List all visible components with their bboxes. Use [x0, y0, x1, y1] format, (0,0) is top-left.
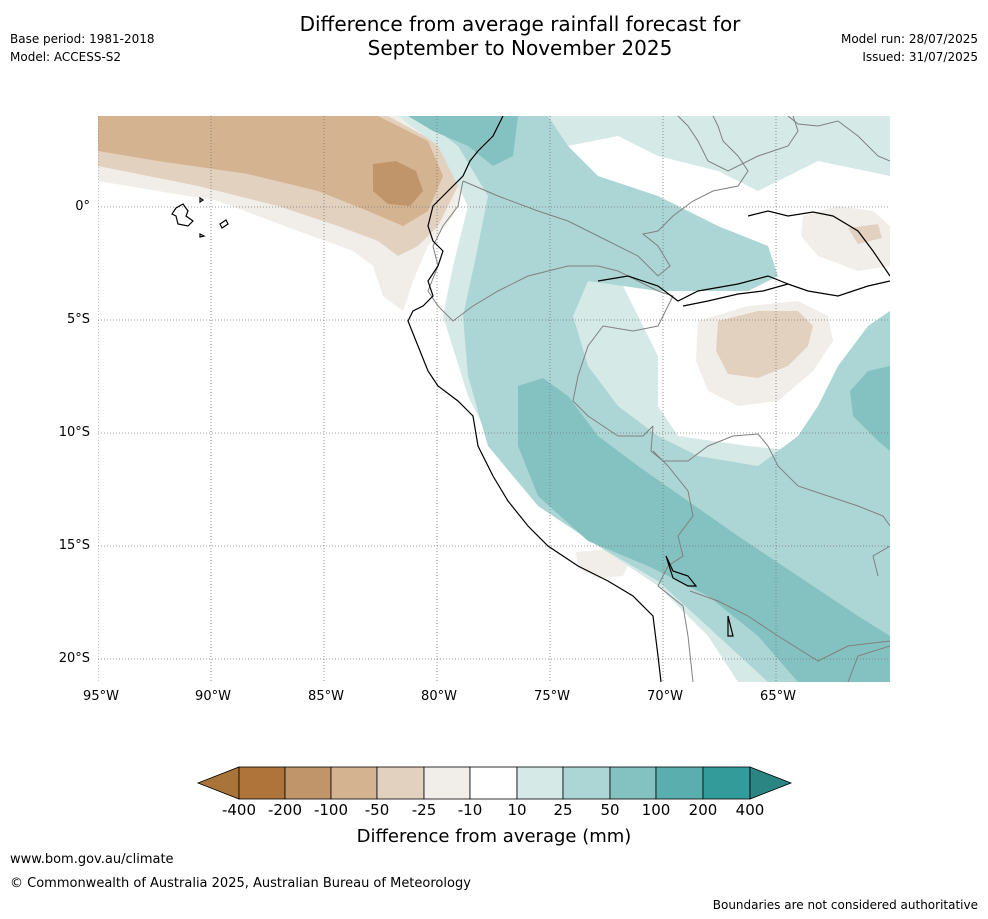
dry-northeast-light: [801, 206, 890, 271]
legend-label-100: 100: [641, 801, 671, 819]
legend-swatch-4: [376, 766, 425, 800]
legend-title: Difference from average (mm): [356, 826, 632, 847]
legend-label-m25: -25: [411, 801, 437, 819]
map-canvas: [98, 116, 890, 682]
legend-label-m200: -200: [267, 801, 303, 819]
lon-label-70w: 70°W: [647, 689, 683, 704]
legend-swatch-8: [562, 766, 611, 800]
rainfall-map: [98, 116, 890, 682]
legend-svg: [196, 766, 793, 800]
footer-copyright: © Commonwealth of Australia 2025, Austra…: [10, 876, 471, 891]
lat-label-10s: 10°S: [58, 425, 90, 440]
legend-label-m10: -10: [457, 801, 483, 819]
lat-label-20s: 20°S: [58, 651, 90, 666]
lon-label-80w: 80°W: [421, 689, 457, 704]
legend-label-m100: -100: [313, 801, 349, 819]
lat-label-5s: 5°S: [66, 312, 90, 327]
lon-label-90w: 90°W: [195, 689, 231, 704]
legend-label-10: 10: [507, 801, 527, 819]
lat-label-15s: 15°S: [58, 538, 90, 553]
legend-swatch-9: [609, 766, 657, 800]
footer-url[interactable]: www.bom.gov.au/climate: [10, 852, 174, 867]
legend-label-400: 400: [735, 801, 765, 819]
metadata-right: Model run: 28/07/2025 Issued: 31/07/2025: [841, 30, 978, 66]
legend-swatch-11: [702, 766, 751, 800]
legend-swatch-6: [469, 766, 518, 800]
title-line-2: September to November 2025: [367, 36, 673, 60]
dry-band-50: [98, 116, 443, 226]
legend-colorbar: [196, 766, 794, 816]
lon-label-65w: 65°W: [760, 689, 796, 704]
legend-label-200: 200: [688, 801, 718, 819]
wet-band-50-north: [408, 116, 518, 166]
wet-band-50: [518, 378, 890, 682]
dry-core-100: [373, 161, 423, 206]
footer-disclaimer: Boundaries are not considered authoritat…: [712, 898, 978, 912]
lat-label-0: 0°: [75, 199, 90, 214]
legend-swatch-5: [423, 766, 471, 800]
lon-label-75w: 75°W: [534, 689, 570, 704]
dry-amazon-25: [716, 311, 813, 378]
lon-label-95w: 95°W: [83, 689, 119, 704]
graticule: [98, 116, 890, 682]
wet-band-50-east: [850, 366, 890, 451]
legend-arrow-right: [749, 766, 793, 800]
legend-label-m400: -400: [221, 801, 257, 819]
legend-swatch-2: [284, 766, 332, 800]
legend-swatch-1: [238, 766, 286, 800]
metadata-left: Base period: 1981-2018 Model: ACCESS-S2: [10, 30, 155, 66]
map-title: Difference from average rainfall forecas…: [220, 12, 820, 60]
lon-label-85w: 85°W: [308, 689, 344, 704]
legend-swatch-3: [330, 766, 378, 800]
coastlines: [407, 116, 890, 682]
model-text: Model: ACCESS-S2: [10, 50, 122, 64]
legend-arrow-left: [196, 766, 240, 800]
base-period-text: Base period: 1981-2018: [10, 32, 155, 46]
legend-label-m50: -50: [364, 801, 390, 819]
dry-northeast-25: [848, 224, 882, 244]
legend-swatch-7: [516, 766, 564, 800]
title-line-1: Difference from average rainfall forecas…: [299, 12, 741, 36]
wet-band-25: [418, 116, 890, 682]
model-run-text: Model run: 28/07/2025: [840, 32, 978, 46]
galapagos-islands: [171, 196, 229, 238]
legend-swatch-10: [655, 766, 704, 800]
legend-label-25: 25: [553, 801, 573, 819]
issued-text: Issued: 31/07/2025: [862, 50, 978, 64]
legend-label-50: 50: [600, 801, 620, 819]
